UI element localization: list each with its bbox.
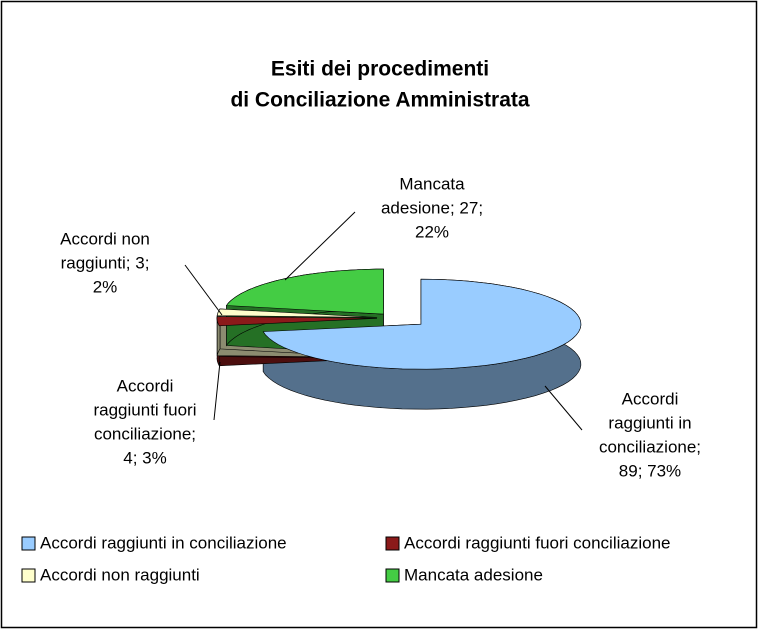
data-label: raggiunti fuori xyxy=(93,400,196,419)
leader-line xyxy=(544,385,583,431)
legend-label: Accordi raggiunti in conciliazione xyxy=(40,533,287,552)
data-label: Accordi non xyxy=(60,229,150,248)
legend-swatch xyxy=(385,568,400,583)
data-label: conciliazione; xyxy=(599,437,701,456)
chart-title: di Conciliazione Amministrata xyxy=(230,89,529,112)
leader-line xyxy=(284,211,356,281)
legend-swatch xyxy=(21,568,36,583)
data-label: 4; 3% xyxy=(123,448,166,467)
legend-label: Mancata adesione xyxy=(404,565,543,584)
data-label: adesione; 27; xyxy=(381,198,483,217)
slice xyxy=(216,316,378,327)
legend-swatch xyxy=(21,536,36,551)
chart-title: Esiti dei procedimenti xyxy=(271,58,489,81)
data-label: Mancata xyxy=(399,174,465,193)
data-label: raggiunti in xyxy=(608,413,691,432)
data-label: Accordi xyxy=(117,376,174,395)
legend-label: Accordi non raggiunti xyxy=(40,565,200,584)
data-label: 22% xyxy=(415,222,449,241)
legend-label: Accordi raggiunti fuori conciliazione xyxy=(404,533,670,552)
data-label: 2% xyxy=(93,277,118,296)
slice xyxy=(262,278,582,370)
legend-swatch xyxy=(385,536,400,551)
leader-line xyxy=(213,361,221,421)
data-label: Accordi xyxy=(622,389,679,408)
slice xyxy=(216,308,378,318)
data-label: 89; 73% xyxy=(619,461,681,480)
slice xyxy=(225,268,384,315)
leader-line xyxy=(184,264,223,316)
data-label: conciliazione; xyxy=(94,424,196,443)
data-label: raggiunti; 3; xyxy=(61,253,150,272)
